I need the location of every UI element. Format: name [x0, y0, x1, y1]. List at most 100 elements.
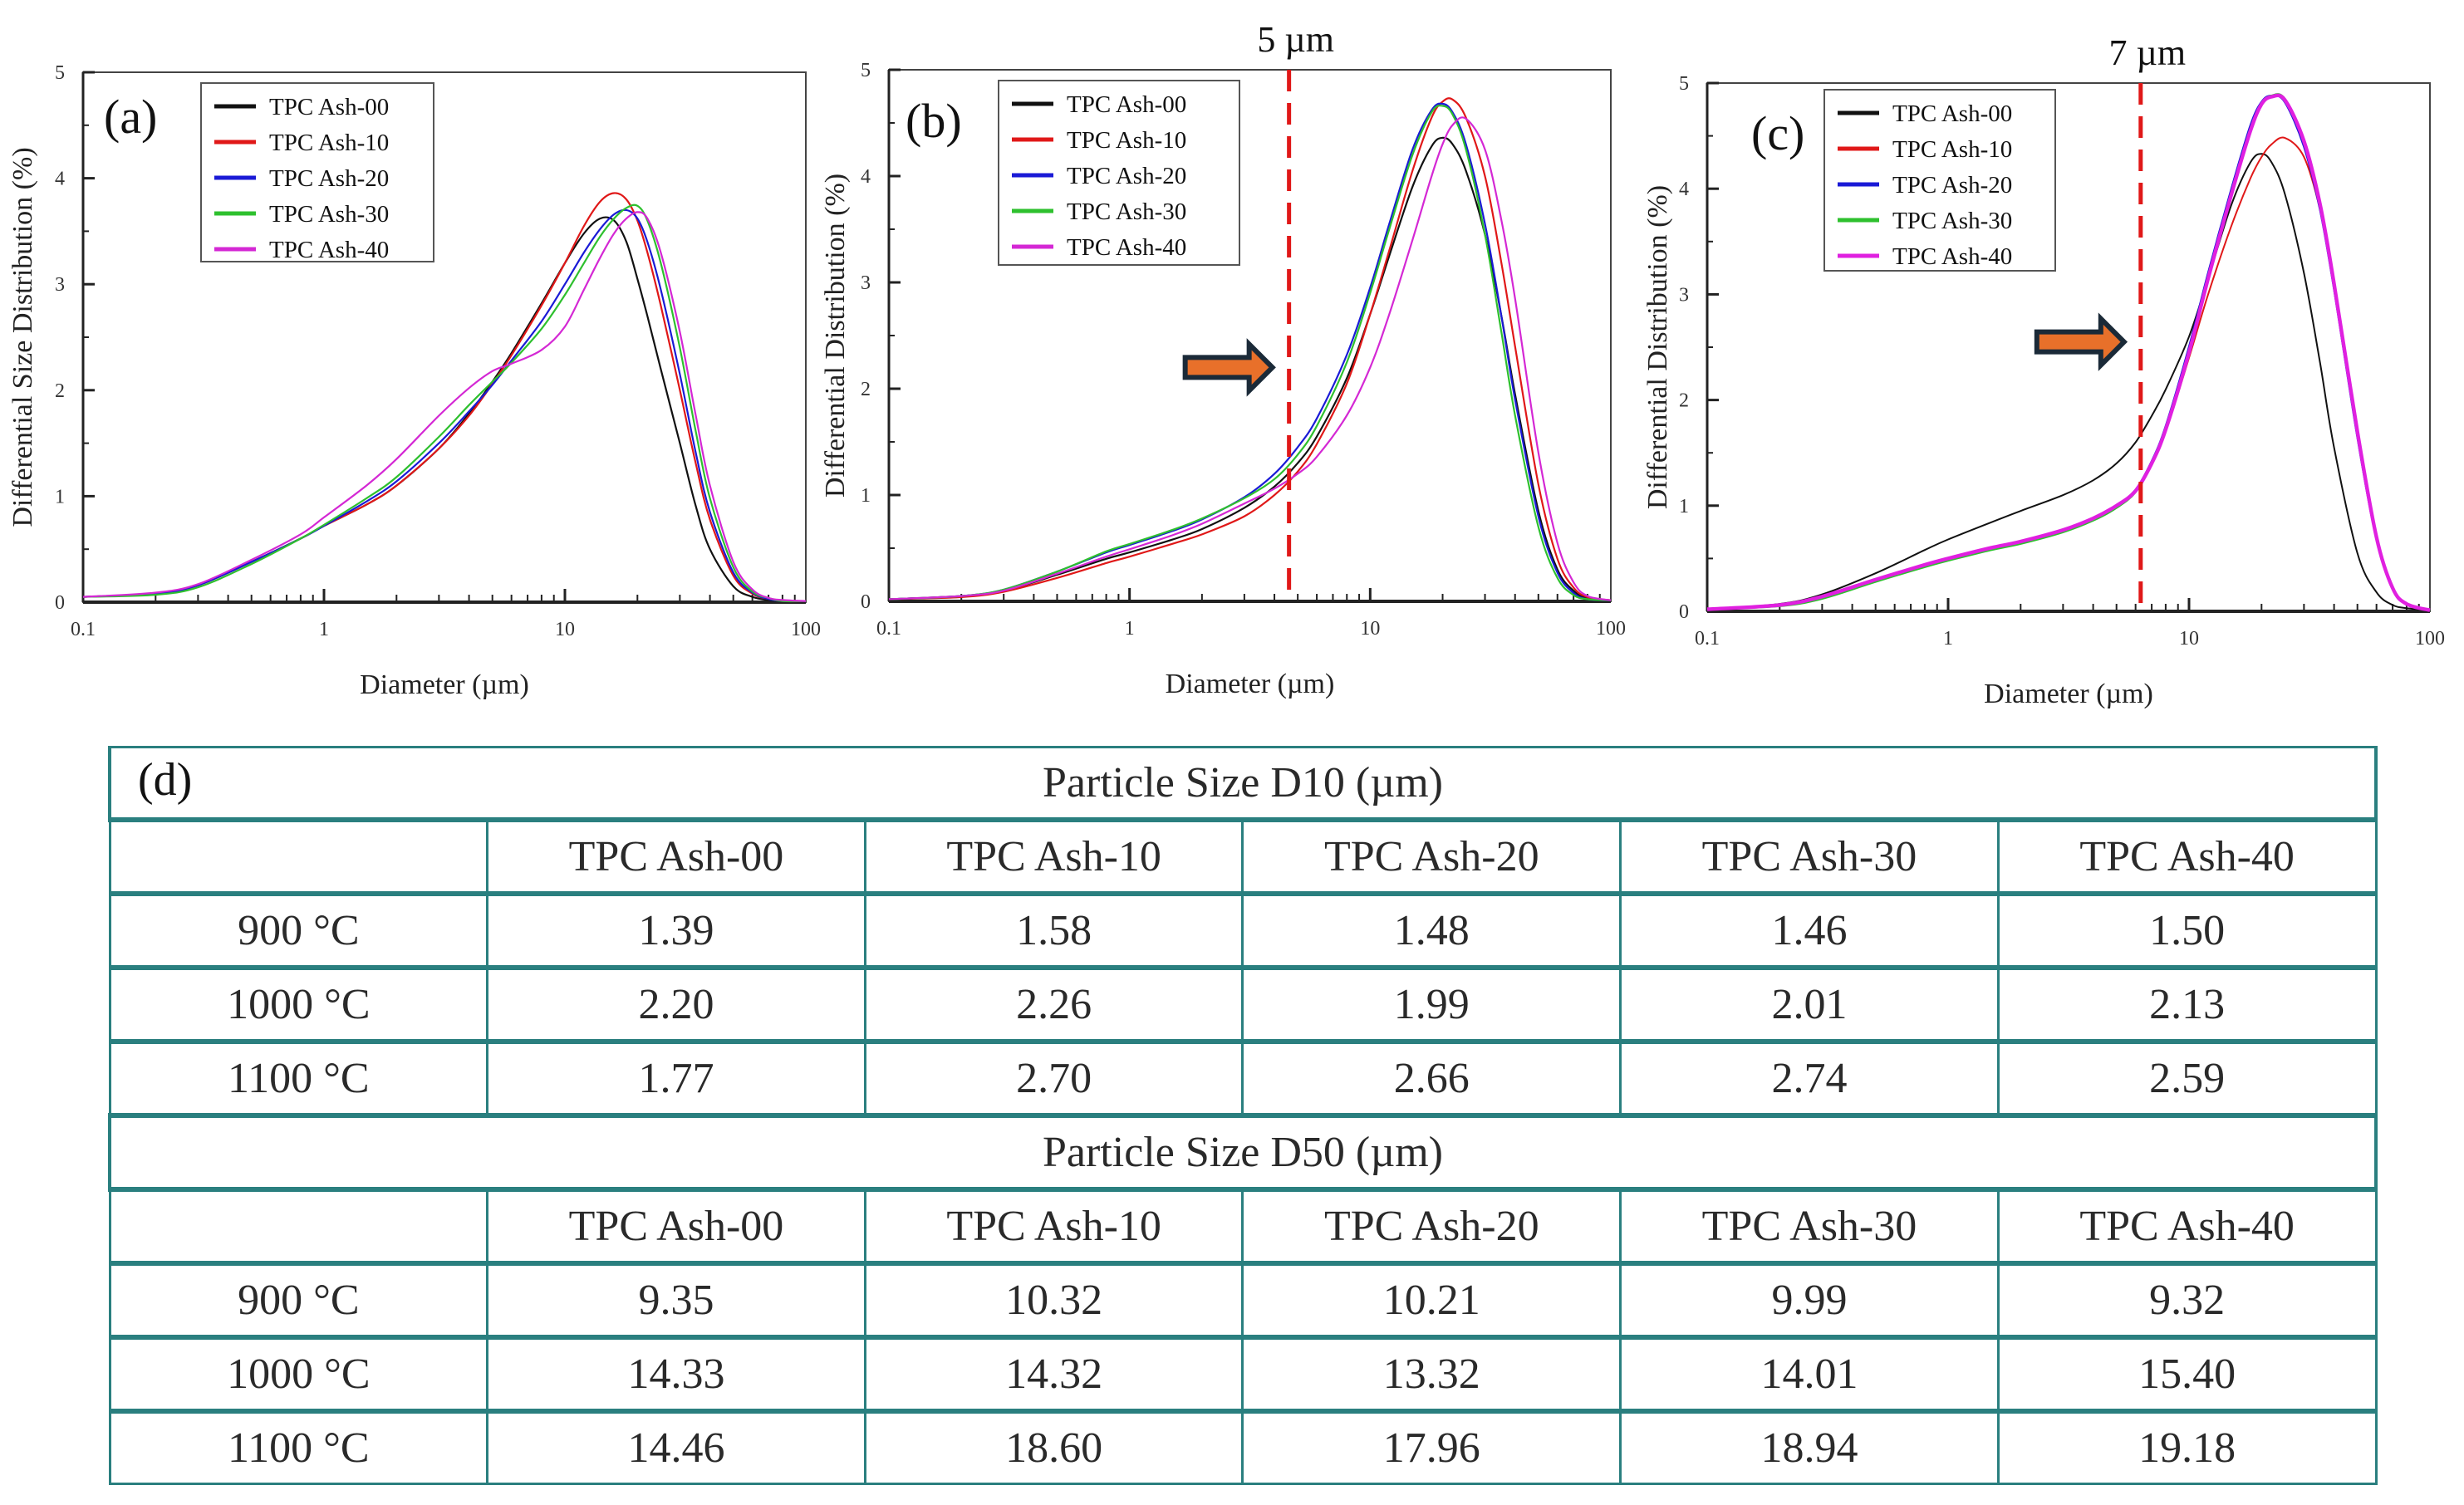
- table-cell-value: 15.40: [1996, 1335, 2378, 1413]
- particle-size-table: Particle Size D10 (µm) (d) TPC Ash-00 TPC A…: [108, 746, 2378, 1485]
- table-cell-value: 2.26: [863, 965, 1244, 1043]
- legend-label: TPC Ash-20: [269, 165, 389, 192]
- panel-label: (b): [906, 94, 962, 148]
- table-cell-value: 2.74: [1619, 1039, 2000, 1117]
- y-tick-label: 3: [1679, 284, 1689, 306]
- y-tick-label: 4: [861, 166, 871, 188]
- row-label-temperature: 1100 °C: [108, 1409, 489, 1485]
- x-tick-label: 100: [2415, 628, 2445, 650]
- table-cell-value: 1.50: [1996, 891, 2378, 969]
- table-header-row: TPC Ash-00 TPC Ash-10 TPC Ash-20 TPC Ash-30…: [108, 1187, 2378, 1265]
- y-tick-label: 2: [861, 379, 871, 400]
- column-header: TPC Ash-10: [863, 817, 1244, 895]
- row-label-temperature: 900 °C: [108, 1261, 489, 1339]
- table-cell-value: 1.39: [486, 891, 866, 969]
- y-tick-label: 4: [1679, 179, 1689, 200]
- column-header: TPC Ash-10: [863, 1187, 1244, 1265]
- y-tick-label: 1: [55, 486, 65, 507]
- table-cell-value: 17.96: [1241, 1409, 1622, 1485]
- x-tick-label: 0.1: [1695, 628, 1720, 650]
- y-tick-label: 0: [1679, 601, 1689, 623]
- column-header: TPC Ash-40: [1996, 1187, 2378, 1265]
- legend-label: TPC Ash-40: [269, 237, 389, 263]
- table-row: 1000 °C 14.33 14.32 13.32 14.01 15.40: [108, 1335, 2378, 1413]
- table-cell-value: 2.59: [1996, 1039, 2378, 1117]
- table-cell-value: 18.60: [863, 1409, 1244, 1485]
- table-row: 1100 °C 14.46 18.60 17.96 18.94 19.18: [108, 1409, 2378, 1485]
- table-cell-value: 10.21: [1241, 1261, 1622, 1339]
- threshold-label: 7 µm: [2109, 32, 2187, 73]
- legend-box: [200, 82, 434, 262]
- panel-label: (c): [1751, 106, 1804, 160]
- arrow-icon: [2034, 312, 2128, 371]
- x-tick-label: 1: [1943, 628, 1953, 650]
- y-axis-title: Differential Distribution (%): [1642, 185, 1673, 509]
- table-row: 1000 °C 2.20 2.26 1.99 2.01 2.13: [108, 965, 2378, 1043]
- panel-label: (a): [104, 90, 157, 144]
- x-tick-label: 10: [1360, 618, 1380, 640]
- y-tick-label: 2: [55, 380, 65, 402]
- legend-label: TPC Ash-20: [1892, 172, 2012, 199]
- column-header: [108, 817, 489, 895]
- table-cell-value: 10.32: [863, 1261, 1244, 1339]
- table-cell-value: 9.32: [1996, 1261, 2378, 1339]
- legend-label: TPC Ash-30: [269, 201, 389, 228]
- table-cell-value: 2.13: [1996, 965, 2378, 1043]
- legend-label: TPC Ash-00: [1067, 91, 1186, 118]
- series-line-tpc-ash-30: [82, 203, 807, 603]
- y-tick-label: 0: [55, 592, 65, 614]
- table-cell-value: 13.32: [1241, 1335, 1622, 1413]
- y-axis-title: Differential Size Distribution (%): [7, 147, 38, 527]
- row-label-temperature: 1000 °C: [108, 1335, 489, 1413]
- column-header: TPC Ash-30: [1619, 817, 2000, 895]
- table-cell-value: 2.70: [863, 1039, 1244, 1117]
- series-line-tpc-ash-10: [82, 192, 807, 602]
- column-header: TPC Ash-00: [486, 1187, 866, 1265]
- legend-label: TPC Ash-20: [1067, 163, 1186, 189]
- x-tick-label: 100: [1596, 618, 1626, 640]
- table-cell-value: 9.99: [1619, 1261, 2000, 1339]
- column-header: TPC Ash-20: [1241, 817, 1622, 895]
- row-label-temperature: 1100 °C: [108, 1039, 489, 1117]
- x-axis-title: Diameter (µm): [360, 669, 529, 700]
- table-cell-value: 14.33: [486, 1335, 866, 1413]
- table-cell-value: 2.01: [1619, 965, 2000, 1043]
- y-tick-label: 1: [861, 485, 871, 507]
- section-title: Particle Size D50 (µm): [108, 1113, 2378, 1191]
- legend-label: TPC Ash-40: [1067, 234, 1186, 261]
- row-label-temperature: 900 °C: [108, 891, 489, 969]
- legend-box: [1823, 89, 2056, 272]
- y-tick-label: 2: [1679, 390, 1689, 412]
- legend-box: [998, 80, 1240, 266]
- column-header: [108, 1187, 489, 1265]
- chart-panel-c: 0 1 2 3 4 5 0.1 1 10 100 Diameter (µm) Differential…: [1642, 32, 2445, 709]
- table-cell-value: 1.99: [1241, 965, 1622, 1043]
- section-title-text: Particle Size D10 (µm): [1043, 759, 1443, 806]
- plot-frame: [82, 71, 807, 603]
- x-tick-label: 100: [791, 619, 821, 640]
- legend-label: TPC Ash-10: [269, 130, 389, 156]
- arrow-icon: [1182, 338, 1276, 397]
- table-cell-value: 14.46: [486, 1409, 866, 1485]
- y-tick-label: 3: [861, 272, 871, 294]
- y-tick-label: 5: [861, 60, 871, 81]
- table-section-title-row: Particle Size D50 (µm): [108, 1113, 2378, 1191]
- table-cell-value: 1.58: [863, 891, 1244, 969]
- y-tick-label: 3: [55, 274, 65, 296]
- legend-label: TPC Ash-30: [1067, 199, 1186, 225]
- section-title-text: Particle Size D50 (µm): [1043, 1129, 1443, 1176]
- x-tick-label: 0.1: [876, 618, 901, 640]
- series-line-tpc-ash-20: [82, 208, 807, 602]
- legend-label: TPC Ash-30: [1892, 208, 2012, 234]
- series-line-tpc-ash-20: [888, 102, 1612, 601]
- table-header-row: TPC Ash-00 TPC Ash-10 TPC Ash-20 TPC Ash-30…: [108, 817, 2378, 895]
- table-cell-value: 1.48: [1241, 891, 1622, 969]
- series-line-tpc-ash-30: [888, 105, 1612, 601]
- table-section-title-row: Particle Size D10 (µm) (d): [108, 746, 2378, 821]
- table-cell-value: 1.77: [486, 1039, 866, 1117]
- table-cell-value: 2.20: [486, 965, 866, 1043]
- x-axis-title: Diameter (µm): [1984, 679, 2153, 709]
- chart-panel-b: 0 1 2 3 4 5 0.1 1 10 100 Diameter (µm) Differential…: [820, 19, 1626, 699]
- legend-label: TPC Ash-00: [1892, 100, 2012, 127]
- series-line-tpc-ash-40: [1706, 93, 2431, 612]
